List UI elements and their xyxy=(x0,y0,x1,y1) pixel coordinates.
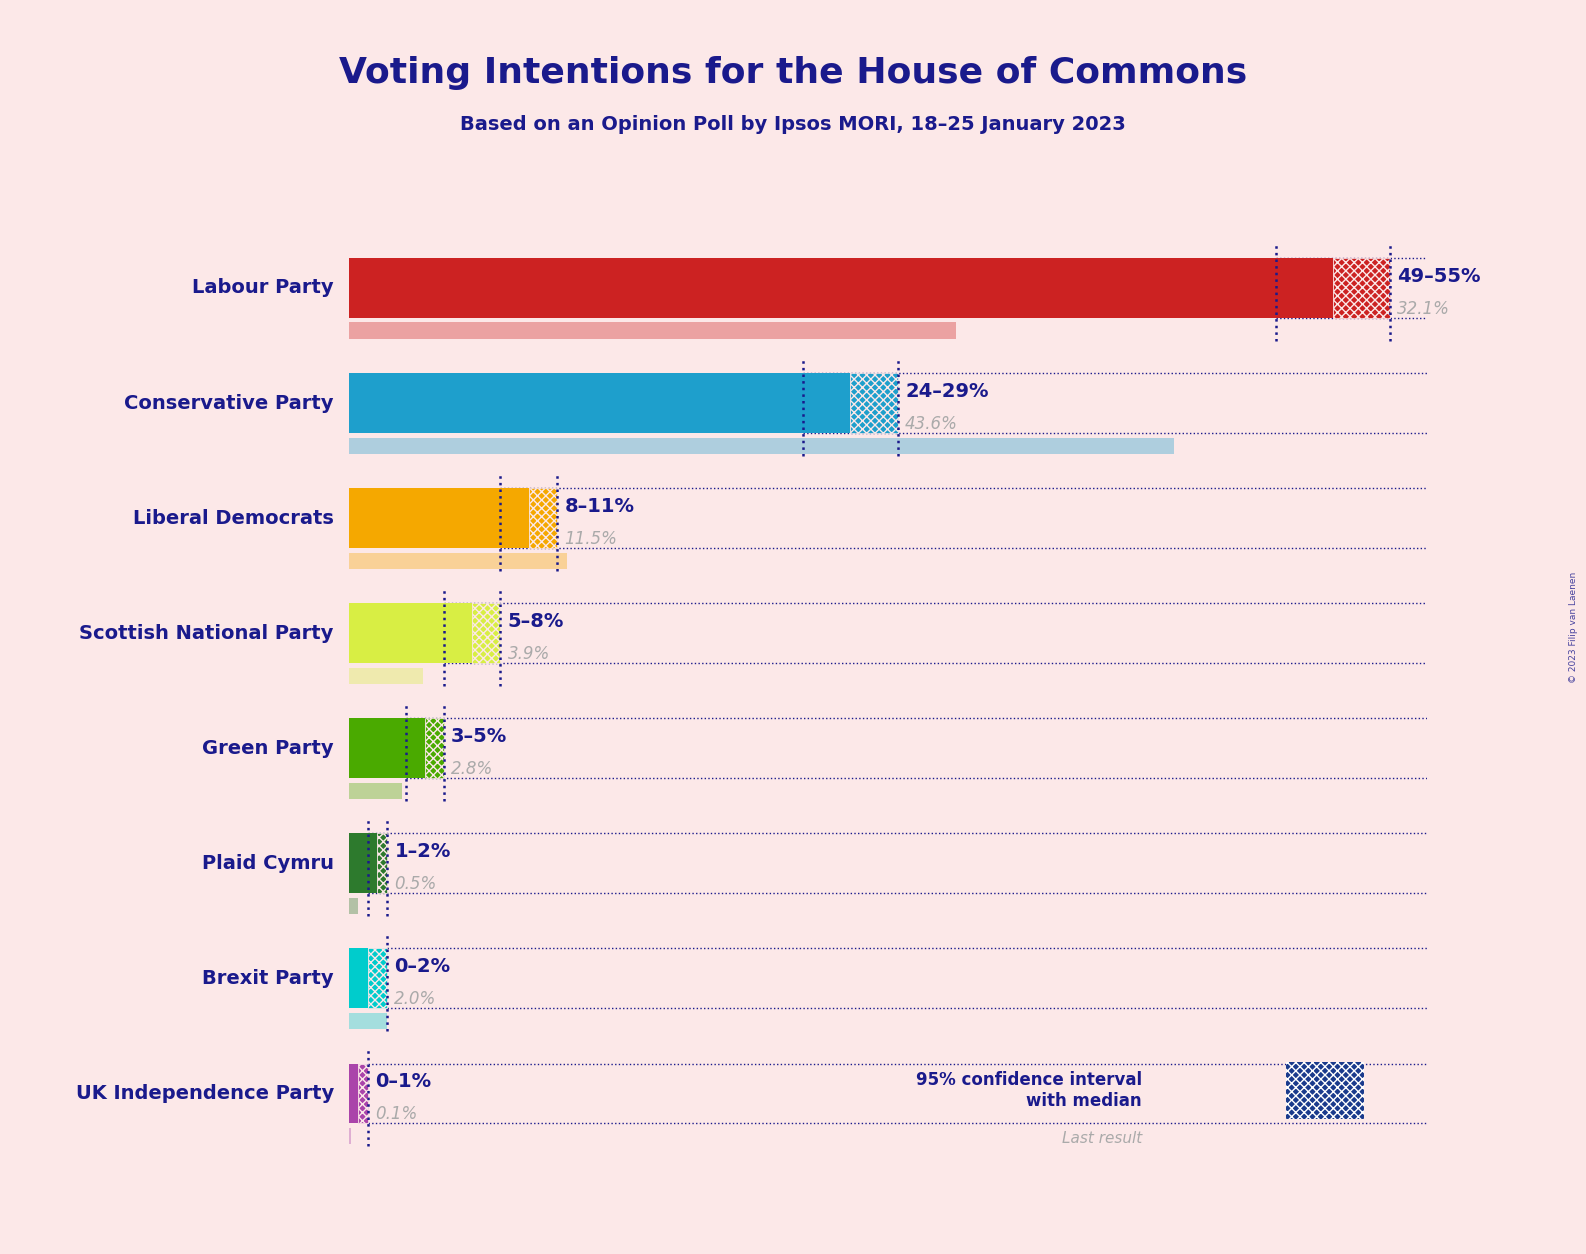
Bar xyxy=(349,898,358,914)
Text: 49–55%: 49–55% xyxy=(1397,267,1481,286)
Text: 95% confidence interval
with median: 95% confidence interval with median xyxy=(915,1071,1142,1110)
Bar xyxy=(349,719,425,779)
Text: Scottish National Party: Scottish National Party xyxy=(79,623,333,643)
Bar xyxy=(349,1129,351,1144)
Text: © 2023 Filip van Laenen: © 2023 Filip van Laenen xyxy=(1569,572,1578,682)
Bar xyxy=(473,603,500,663)
Bar xyxy=(349,374,850,433)
Text: Liberal Democrats: Liberal Democrats xyxy=(133,509,333,528)
Bar xyxy=(349,948,368,1008)
Bar xyxy=(425,719,444,779)
Text: 1–2%: 1–2% xyxy=(395,843,450,861)
Text: Plaid Cymru: Plaid Cymru xyxy=(201,854,333,873)
Text: 43.6%: 43.6% xyxy=(906,415,958,433)
Bar xyxy=(349,782,401,799)
Text: 5–8%: 5–8% xyxy=(508,612,565,631)
Text: UK Independence Party: UK Independence Party xyxy=(76,1083,333,1104)
Bar xyxy=(377,834,387,893)
Bar xyxy=(850,374,898,433)
Text: 0–2%: 0–2% xyxy=(395,957,450,977)
Text: Last result: Last result xyxy=(1061,1131,1142,1145)
Bar xyxy=(358,1063,368,1124)
Bar xyxy=(349,258,1332,319)
Text: 2.8%: 2.8% xyxy=(450,760,493,777)
Bar xyxy=(349,1063,358,1124)
Bar xyxy=(349,488,528,548)
Text: 0.1%: 0.1% xyxy=(376,1105,417,1124)
Bar xyxy=(349,667,423,683)
Text: Based on an Opinion Poll by Ipsos MORI, 18–25 January 2023: Based on an Opinion Poll by Ipsos MORI, … xyxy=(460,115,1126,134)
Text: 8–11%: 8–11% xyxy=(565,497,634,517)
Bar xyxy=(349,834,377,893)
Text: 0–1%: 0–1% xyxy=(376,1072,431,1091)
Text: Labour Party: Labour Party xyxy=(192,278,333,297)
Bar xyxy=(349,553,566,569)
Text: 2.0%: 2.0% xyxy=(395,991,436,1008)
Bar xyxy=(349,322,956,339)
Text: 11.5%: 11.5% xyxy=(565,530,617,548)
Text: 3.9%: 3.9% xyxy=(508,645,550,663)
Text: Conservative Party: Conservative Party xyxy=(124,394,333,413)
Text: 3–5%: 3–5% xyxy=(450,727,508,746)
Text: 0.5%: 0.5% xyxy=(395,875,436,893)
Text: 32.1%: 32.1% xyxy=(1397,300,1450,317)
Text: 24–29%: 24–29% xyxy=(906,382,988,401)
Text: Green Party: Green Party xyxy=(201,739,333,757)
Bar xyxy=(349,438,1174,454)
Text: Brexit Party: Brexit Party xyxy=(201,969,333,988)
Bar xyxy=(528,488,557,548)
Bar xyxy=(368,948,387,1008)
Text: Voting Intentions for the House of Commons: Voting Intentions for the House of Commo… xyxy=(339,56,1247,90)
Bar xyxy=(349,603,473,663)
Bar xyxy=(1332,258,1389,319)
Bar xyxy=(349,1013,387,1030)
